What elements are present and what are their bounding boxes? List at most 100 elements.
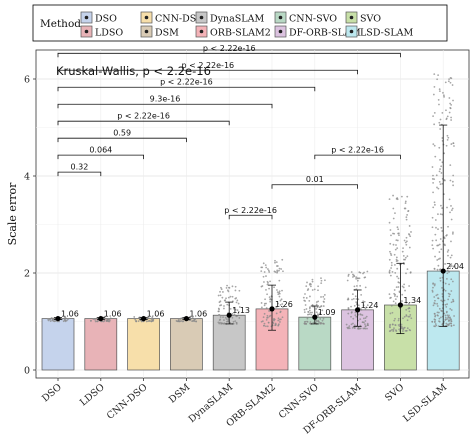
data-point-orb-slam2 bbox=[264, 264, 267, 267]
bracket-line bbox=[57, 120, 230, 126]
data-point-lsd-slam bbox=[436, 305, 439, 307]
data-point-dynaslam bbox=[219, 290, 221, 293]
x-tick-label-dsm: DSM bbox=[167, 382, 193, 406]
data-point-df-orb-slam bbox=[346, 279, 349, 282]
data-point-lsd-slam bbox=[434, 314, 437, 317]
data-point-lsd-slam bbox=[447, 298, 450, 301]
data-point-cnn-svo bbox=[323, 294, 326, 296]
data-point-cnn-dso bbox=[133, 317, 136, 320]
data-point-cnn-svo bbox=[322, 295, 325, 298]
data-point-svo bbox=[394, 317, 396, 320]
data-point-df-orb-slam bbox=[366, 327, 368, 330]
data-point-lsd-slam bbox=[435, 226, 437, 229]
data-point-dynaslam bbox=[237, 310, 240, 313]
data-point-df-orb-slam bbox=[365, 315, 368, 318]
data-point-svo bbox=[388, 293, 391, 296]
data-point-svo bbox=[397, 317, 400, 320]
data-point-df-orb-slam bbox=[357, 304, 360, 307]
data-point-lsd-slam bbox=[449, 265, 452, 268]
data-point-lsd-slam bbox=[433, 178, 436, 180]
data-point-dynaslam bbox=[236, 299, 239, 302]
data-point-svo bbox=[389, 229, 392, 231]
data-point-lsd-slam bbox=[438, 243, 441, 246]
data-point-svo bbox=[402, 286, 405, 289]
data-point-orb-slam2 bbox=[269, 280, 271, 283]
data-point-dso bbox=[64, 316, 67, 319]
data-point-orb-slam2 bbox=[274, 324, 276, 327]
data-point-svo bbox=[400, 325, 403, 328]
data-point-lsd-slam bbox=[439, 279, 442, 282]
data-point-svo bbox=[408, 310, 411, 313]
data-point-lsd-slam bbox=[450, 143, 453, 145]
data-point-lsd-slam bbox=[446, 314, 449, 317]
data-point-orb-slam2 bbox=[279, 321, 281, 323]
data-point-orb-slam2 bbox=[263, 324, 265, 327]
data-point-orb-slam2 bbox=[278, 295, 281, 298]
legend-item-df-orb-slam: DF-ORB-SLAM bbox=[274, 25, 361, 39]
data-point-svo bbox=[395, 258, 398, 261]
data-point-dynaslam bbox=[231, 316, 234, 319]
data-point-lsd-slam bbox=[444, 282, 447, 285]
data-point-svo bbox=[394, 264, 396, 266]
data-point-orb-slam2 bbox=[268, 296, 271, 298]
data-point-dso bbox=[65, 319, 68, 322]
data-point-dynaslam bbox=[226, 289, 229, 292]
data-point-orb-slam2 bbox=[277, 324, 280, 326]
data-point-lsd-slam bbox=[448, 78, 450, 81]
data-point-df-orb-slam bbox=[347, 327, 349, 330]
data-point-orb-slam2 bbox=[279, 303, 282, 306]
data-point-svo bbox=[394, 298, 397, 301]
data-point-cnn-svo bbox=[313, 288, 316, 291]
data-point-lsd-slam bbox=[434, 323, 437, 325]
data-point-lsd-slam bbox=[436, 78, 439, 81]
data-point-lsd-slam bbox=[440, 299, 443, 302]
data-point-orb-slam2 bbox=[281, 289, 283, 292]
data-point-svo bbox=[388, 221, 391, 224]
data-point-lsd-slam bbox=[450, 116, 452, 119]
data-point-svo bbox=[396, 295, 399, 298]
data-point-dynaslam bbox=[220, 323, 223, 325]
data-point-lsd-slam bbox=[431, 178, 434, 180]
legend-item-cnn-svo: CNN-SVO bbox=[274, 11, 337, 25]
data-point-svo bbox=[395, 330, 398, 333]
data-point-lsd-slam bbox=[432, 283, 434, 285]
data-point-df-orb-slam bbox=[351, 293, 354, 295]
data-point-lsd-slam bbox=[453, 145, 455, 147]
data-point-lsd-slam bbox=[438, 90, 441, 93]
data-point-lsd-slam bbox=[444, 316, 447, 319]
data-point-cnn-svo bbox=[315, 301, 318, 303]
data-point-lsd-slam bbox=[448, 198, 451, 201]
data-point-cnn-svo bbox=[311, 289, 314, 291]
data-point-dynaslam bbox=[231, 312, 234, 315]
data-point-lsd-slam bbox=[452, 142, 455, 145]
data-point-cnn-svo bbox=[317, 319, 320, 322]
bracket-line bbox=[57, 154, 144, 160]
data-point-lsd-slam bbox=[449, 106, 452, 109]
data-point-svo bbox=[406, 214, 409, 216]
data-point-lsd-slam bbox=[443, 152, 445, 155]
data-point-lsd-slam bbox=[449, 81, 452, 84]
data-point-df-orb-slam bbox=[350, 271, 353, 273]
data-point-lsd-slam bbox=[447, 249, 450, 252]
data-point-lsd-slam bbox=[448, 283, 450, 286]
data-point-svo bbox=[394, 248, 397, 251]
data-point-orb-slam2 bbox=[266, 293, 268, 296]
data-point-lsd-slam bbox=[439, 316, 442, 319]
data-point-svo bbox=[393, 327, 395, 329]
data-point-svo bbox=[406, 195, 409, 198]
data-point-lsd-slam bbox=[433, 85, 436, 88]
mean-marker-dso bbox=[55, 315, 61, 322]
value-label-df-orb-slam: 1.24 bbox=[361, 301, 379, 310]
data-point-svo bbox=[404, 202, 407, 205]
data-point-lsd-slam bbox=[432, 206, 435, 209]
data-point-orb-slam2 bbox=[260, 270, 263, 273]
legend-swatch-dot bbox=[84, 29, 89, 34]
data-point-lsd-slam bbox=[433, 123, 436, 126]
data-point-orb-slam2 bbox=[267, 269, 270, 272]
data-point-lsd-slam bbox=[443, 95, 445, 98]
data-point-cnn-svo bbox=[320, 282, 323, 284]
data-point-cnn-svo bbox=[312, 321, 315, 324]
data-point-orb-slam2 bbox=[280, 298, 283, 301]
data-point-cnn-dso bbox=[152, 317, 155, 320]
data-point-cnn-svo bbox=[311, 303, 314, 306]
